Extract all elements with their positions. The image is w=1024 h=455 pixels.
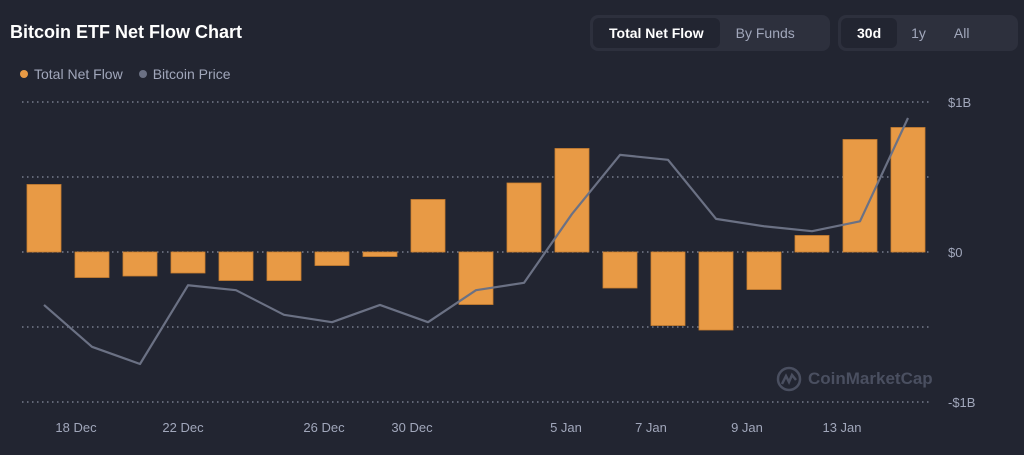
net-flow-bar <box>170 251 206 274</box>
watermark: CoinMarketCap <box>776 366 933 392</box>
x-tick-label: 9 Jan <box>731 420 763 435</box>
x-tick-label: 18 Dec <box>55 420 97 435</box>
net-flow-bar <box>650 251 686 326</box>
net-flow-bar <box>602 251 638 289</box>
chart-legend: Total Net Flow Bitcoin Price <box>20 66 231 82</box>
net-flow-bar <box>746 251 782 290</box>
x-tick-label: 26 Dec <box>303 420 345 435</box>
net-flow-bar <box>26 184 62 253</box>
x-tick-label: 5 Jan <box>550 420 582 435</box>
x-tick-label: 22 Dec <box>162 420 204 435</box>
range-30d[interactable]: 30d <box>841 18 898 48</box>
tab-total-net-flow[interactable]: Total Net Flow <box>593 18 720 48</box>
net-flow-bar <box>506 182 542 253</box>
legend-item-net-flow[interactable]: Total Net Flow <box>20 66 123 82</box>
legend-label: Total Net Flow <box>34 66 123 82</box>
legend-label: Bitcoin Price <box>152 66 231 82</box>
coinmarketcap-logo-icon <box>776 366 802 392</box>
net-flow-bar <box>890 127 926 253</box>
y-tick-label: -$1B <box>948 395 975 410</box>
y-tick-label: $1B <box>948 95 971 110</box>
x-tick-label: 7 Jan <box>635 420 667 435</box>
net-flow-dot-icon <box>20 70 28 78</box>
net-flow-bar <box>410 199 446 253</box>
net-flow-bar <box>218 251 254 281</box>
net-flow-bar <box>698 251 734 331</box>
net-flow-bar <box>314 251 350 266</box>
net-flow-bar <box>794 235 830 253</box>
net-flow-bar <box>122 251 158 277</box>
range-toggle: 30d 1y All <box>838 15 1018 51</box>
x-tick-label: 30 Dec <box>391 420 433 435</box>
range-all[interactable]: All <box>953 25 970 41</box>
price-dot-icon <box>138 70 147 78</box>
legend-item-price[interactable]: Bitcoin Price <box>138 66 231 82</box>
bitcoin-price-line <box>43 117 909 366</box>
y-tick-label: $0 <box>948 245 962 260</box>
net-flow-bar <box>74 251 110 278</box>
range-1y[interactable]: 1y <box>911 25 926 41</box>
net-flow-bar <box>266 251 302 281</box>
x-tick-label: 13 Jan <box>822 420 861 435</box>
page-title: Bitcoin ETF Net Flow Chart <box>10 22 242 42</box>
net-flow-bar <box>458 251 494 305</box>
view-toggle: Total Net Flow By Funds <box>590 15 830 51</box>
tab-by-funds[interactable]: By Funds <box>735 25 795 41</box>
watermark-text: CoinMarketCap <box>808 369 933 388</box>
net-flow-bar <box>362 251 398 257</box>
